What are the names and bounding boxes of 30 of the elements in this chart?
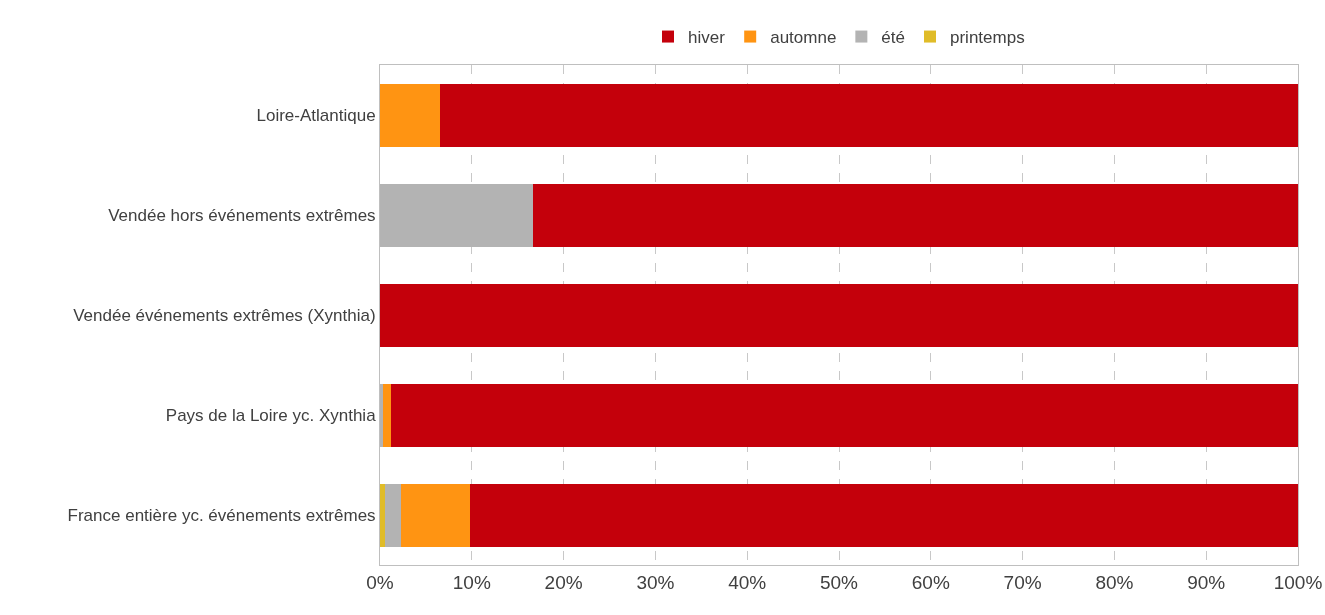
x-tick-label: 0% [366, 571, 394, 593]
bar [533, 183, 1298, 247]
legend-label: printemps [950, 28, 1025, 48]
bar [380, 483, 385, 547]
x-tick-label: 80% [1095, 571, 1134, 593]
y-tick-label: France entière yc. événements extrêmes [67, 505, 376, 525]
y-tick-label: Vendée hors événements extrêmes [108, 205, 376, 225]
bar [439, 83, 1298, 147]
x-tick-label: 40% [728, 571, 767, 593]
x-tick-label: 90% [1187, 571, 1226, 593]
legend-label: hiver [688, 28, 726, 48]
x-tick-label: 50% [819, 571, 859, 593]
x-tick-label: 20% [544, 571, 583, 593]
bar [380, 283, 1298, 347]
legend-label: automne [770, 28, 837, 48]
legend-label: été [881, 28, 905, 48]
y-tick-label: Vendée événements extrêmes (Xynthia) [73, 305, 376, 325]
bar [391, 383, 1298, 447]
y-tick-label: Pays de la Loire yc. Xynthia [165, 405, 377, 425]
x-tick-label: 10% [452, 571, 491, 593]
x-tick-label: 30% [636, 571, 675, 593]
bar [382, 383, 392, 447]
bar [384, 483, 402, 547]
x-tick-label: 70% [1003, 571, 1042, 593]
bar [469, 483, 1298, 547]
bar [380, 83, 440, 147]
x-tick-label: 60% [911, 571, 950, 593]
bar [401, 483, 470, 547]
x-tick-label: 100% [1273, 571, 1323, 593]
y-tick-label: Loire-Atlantique [256, 105, 376, 125]
